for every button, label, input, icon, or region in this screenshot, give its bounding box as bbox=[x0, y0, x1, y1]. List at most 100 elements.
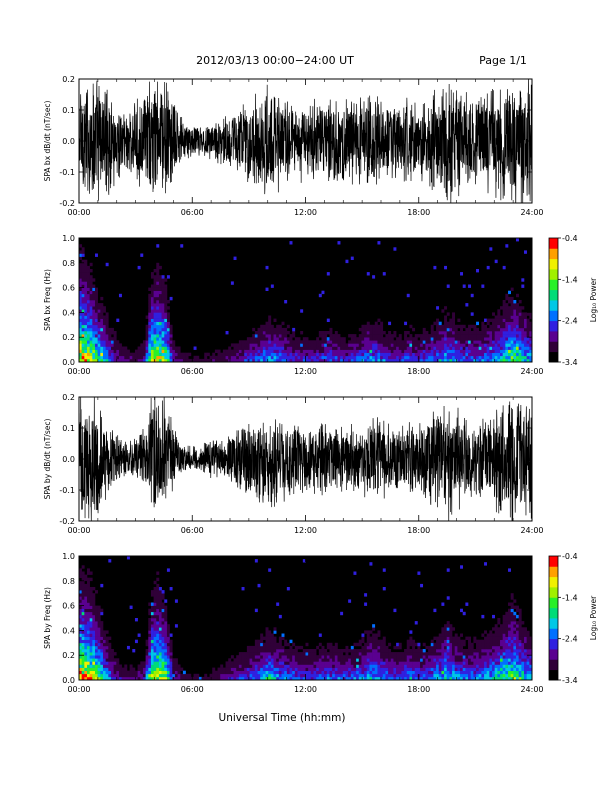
bx-spectrogram-cell bbox=[369, 355, 373, 360]
by-spectrogram-cell bbox=[102, 673, 106, 678]
bx-spectrogram-cell bbox=[84, 340, 88, 344]
bx-spectrogram-cell bbox=[214, 355, 218, 360]
bx-spectrogram-cell bbox=[97, 355, 101, 360]
bx-spectrogram-cell bbox=[228, 349, 232, 353]
by-spectrogram-cell bbox=[505, 658, 509, 662]
bx-spectrogram-cell bbox=[497, 340, 501, 344]
by-spectrogram-cell bbox=[172, 676, 176, 681]
bx-spectrogram-cell bbox=[508, 337, 511, 341]
bx-spectrogram-cell bbox=[505, 309, 509, 313]
by-spectrogram-colorbar-swatch bbox=[549, 646, 558, 650]
bx-spectrogram-cell bbox=[513, 321, 517, 326]
bx-spectrogram-cell bbox=[409, 349, 413, 353]
bx-spectrogram-cell bbox=[337, 337, 341, 341]
bx-spectrogram-cell bbox=[358, 358, 362, 363]
bx-spectrogram-cell bbox=[441, 331, 445, 335]
by-spectrogram-cell bbox=[414, 658, 418, 662]
bx-spectrogram-cell bbox=[433, 340, 437, 344]
by-spectrogram-cell bbox=[79, 608, 82, 613]
bx-spectrogram-cell bbox=[84, 331, 88, 335]
by-spectrogram-cell bbox=[377, 667, 381, 671]
bx-spectrogram-cell bbox=[508, 306, 511, 310]
bx-spectrogram-colorbar-tick-label: -3.4 bbox=[562, 358, 578, 367]
by-spectrogram-cell bbox=[84, 624, 88, 628]
bx-spectrogram-colorbar-swatch bbox=[549, 254, 558, 257]
bx-spectrogram-cell bbox=[438, 355, 442, 360]
bx-spectrogram-cell bbox=[374, 331, 378, 335]
by-spectrogram-cell bbox=[398, 645, 402, 650]
by-spectrogram-cell bbox=[422, 664, 426, 668]
bx-spectrogram-cell bbox=[164, 337, 168, 341]
bx-spectrogram-cell bbox=[150, 331, 154, 335]
bx-spectrogram-cell bbox=[436, 331, 440, 335]
bx-spectrogram-cell bbox=[97, 306, 101, 310]
bx-spectrogram-cell bbox=[145, 346, 149, 350]
bx-spectrogram-cell bbox=[430, 331, 434, 335]
bx-spectrogram-cell bbox=[377, 358, 381, 363]
bx-spectrogram-colorbar-swatch bbox=[549, 271, 558, 274]
by-spectrogram-cell bbox=[79, 627, 82, 631]
bx-spectrogram-cell bbox=[484, 355, 487, 360]
by-spectrogram-cell bbox=[148, 645, 152, 650]
bx-spectrogram-cell bbox=[158, 331, 162, 335]
bx-spectrogram-cell bbox=[161, 340, 165, 344]
bx-spectrogram-cell bbox=[529, 355, 533, 360]
by-spectrogram-cell bbox=[449, 667, 453, 671]
bx-spectrogram-cell bbox=[505, 244, 509, 248]
by-spectrogram-cell bbox=[388, 673, 392, 678]
by-spectrogram-cell bbox=[238, 670, 242, 675]
bx-spectrogram-cell bbox=[81, 312, 85, 316]
by-spectrogram-cell bbox=[217, 673, 221, 678]
by-spectrogram-cell bbox=[401, 658, 405, 662]
bx-spectrogram-cell bbox=[300, 349, 304, 353]
bx-spectrogram-cell bbox=[161, 303, 165, 307]
bx-spectrogram-cell bbox=[89, 300, 93, 304]
by-spectrogram-cell bbox=[374, 658, 378, 662]
bx-spectrogram-cell bbox=[97, 303, 101, 307]
bx-spectrogram-cell bbox=[254, 346, 258, 350]
by-spectrogram-cell bbox=[281, 633, 285, 637]
by-spectrogram-colorbar-swatch bbox=[549, 607, 558, 611]
bx-spectrogram-cell bbox=[84, 324, 88, 329]
by-spectrogram-cell bbox=[484, 636, 487, 640]
by-spectrogram-cell bbox=[414, 661, 418, 665]
bx-spectrogram-cell bbox=[164, 355, 168, 360]
bx-spectrogram-cell bbox=[324, 331, 328, 335]
bx-spectrogram-cell bbox=[524, 331, 527, 335]
bx-spectrogram-cell bbox=[124, 346, 128, 350]
bx-spectrogram-cell bbox=[524, 312, 527, 316]
bx-spectrogram-cell bbox=[430, 355, 434, 360]
by-spectrogram-cell bbox=[529, 661, 533, 665]
by-spectrogram-cell bbox=[225, 670, 229, 675]
bx-spectrogram-cell bbox=[516, 331, 519, 335]
by-spectrogram-cell bbox=[302, 658, 306, 662]
by-spectrogram-cell bbox=[268, 568, 272, 572]
by-spectrogram-cell bbox=[393, 667, 397, 671]
by-spectrogram-cell bbox=[409, 649, 413, 653]
by-spectrogram-cell bbox=[145, 639, 149, 644]
by-spectrogram-cell bbox=[100, 633, 104, 637]
bx-spectrogram-cell bbox=[177, 358, 181, 363]
bx-spectrogram-cell bbox=[436, 340, 440, 344]
bx-spectrogram-colorbar-swatch bbox=[549, 240, 558, 243]
by-spectrogram-cell bbox=[377, 649, 381, 653]
by-spectrogram-cell bbox=[500, 667, 503, 671]
by-spectrogram-cell bbox=[521, 645, 525, 650]
by-spectrogram-cell bbox=[486, 655, 490, 659]
bx-spectrogram-cell bbox=[353, 358, 357, 363]
by-spectrogram-cell bbox=[436, 655, 440, 659]
by-spectrogram-cell bbox=[353, 649, 357, 653]
bx-spectrogram-colorbar-swatch bbox=[549, 300, 558, 303]
bx-spectrogram-cell bbox=[310, 349, 314, 353]
by-spectrogram-cell bbox=[79, 639, 82, 644]
bx-spectrogram-cell bbox=[273, 331, 277, 335]
by-spectrogram-cell bbox=[454, 673, 458, 678]
by-spectrogram-cell bbox=[398, 667, 402, 671]
bx-spectrogram-cell bbox=[276, 324, 280, 329]
bx-spectrogram-cell bbox=[326, 355, 330, 360]
by-spectrogram-cell bbox=[470, 673, 474, 678]
by-spectrogram-cell bbox=[513, 599, 517, 603]
bx-spectrogram-cell bbox=[81, 321, 85, 326]
bx-spectrogram-cell bbox=[470, 343, 474, 347]
bx-spectrogram-cell bbox=[97, 312, 101, 316]
